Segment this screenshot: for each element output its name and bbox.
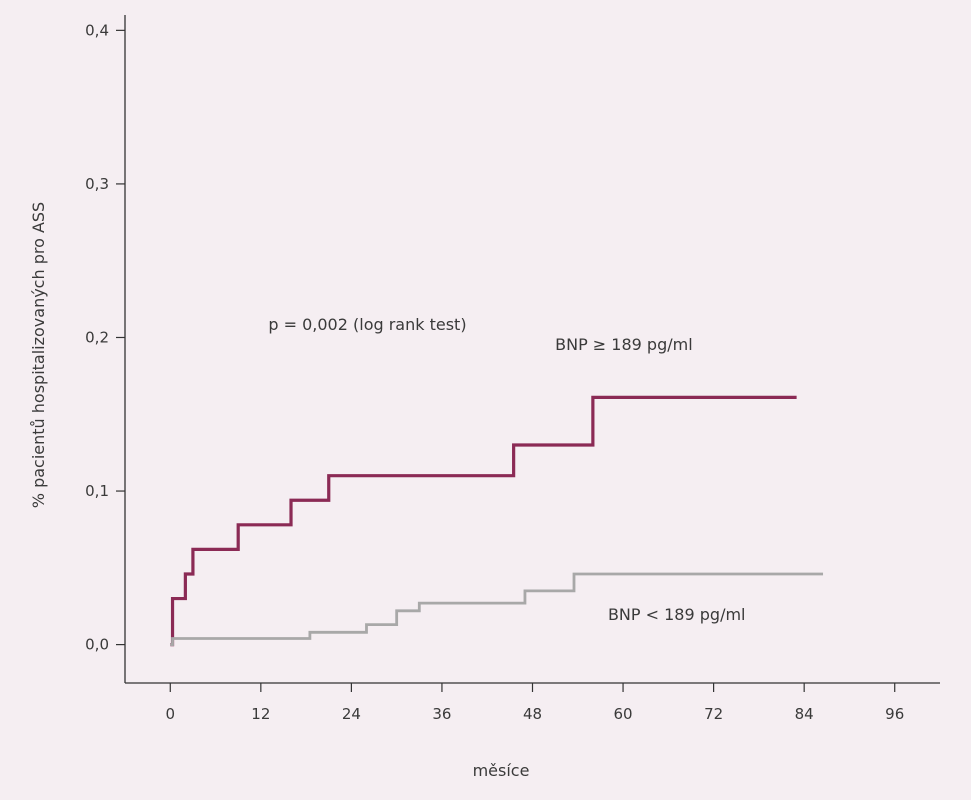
x-tick-label: 36 (432, 705, 451, 723)
x-tick-label: 96 (885, 705, 904, 723)
x-tick-label: 72 (704, 705, 723, 723)
series-label: BNP < 189 pg/ml (608, 605, 746, 624)
x-ticks: 0 12 24 36 48 60 72 84 96 (166, 683, 904, 723)
y-tick-label: 0,0 (85, 636, 109, 654)
x-tick-label: 0 (166, 705, 176, 723)
series-group (170, 395, 824, 647)
x-axis-title: měsíce (473, 761, 530, 780)
y-tick-label: 0,3 (85, 175, 109, 193)
series-label: BNP ≥ 189 pg/ml (555, 335, 693, 354)
x-tick-label: 48 (523, 705, 542, 723)
series-line-bnp-low (170, 572, 824, 647)
x-tick-label: 84 (795, 705, 814, 723)
axes (124, 15, 940, 684)
y-tick-label: 0,2 (85, 328, 109, 346)
y-tick-label: 0,4 (85, 21, 109, 39)
x-tick-label: 24 (342, 705, 361, 723)
x-tick-label: 60 (614, 705, 633, 723)
annotation-text: p = 0,002 (log rank test) (268, 315, 466, 334)
y-tick-label: 0,1 (85, 482, 109, 500)
x-tick-label: 12 (251, 705, 270, 723)
labels-group: BNP ≥ 189 pg/ml BNP < 189 pg/ml p = 0,002 … (268, 315, 745, 624)
y-axis-title: % pacientů hospitalizovaných pro ASS (29, 202, 48, 508)
y-ticks: 0,0 0,1 0,2 0,3 0,4 (85, 21, 125, 654)
series-line-bnp-high (170, 395, 797, 647)
